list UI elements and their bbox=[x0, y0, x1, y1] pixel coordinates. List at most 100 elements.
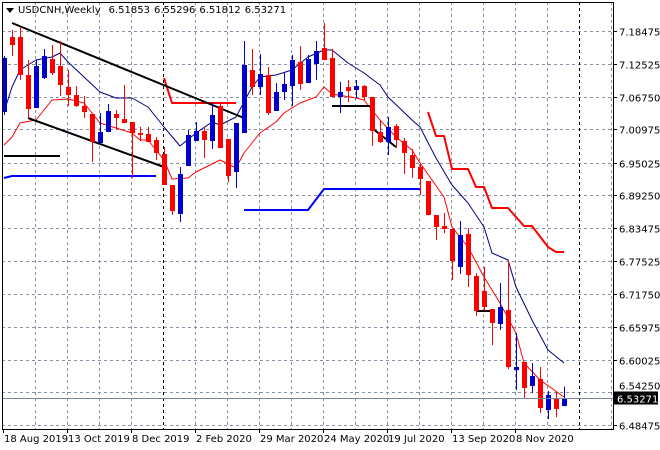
x-tick-label: 13 Oct 2019 bbox=[68, 434, 130, 445]
candle-body bbox=[338, 91, 343, 97]
candle-bull bbox=[282, 72, 287, 101]
candle-body bbox=[322, 48, 327, 61]
x-tick-label: 8 Dec 2019 bbox=[132, 434, 190, 445]
line-trendline_upper bbox=[11, 22, 245, 119]
candle-bear bbox=[402, 138, 407, 174]
candle-bull bbox=[258, 53, 263, 96]
candle-bull bbox=[274, 83, 279, 112]
candle-bear bbox=[506, 259, 511, 369]
candle-bear bbox=[82, 96, 87, 118]
y-tick-label: 7.06750 bbox=[619, 94, 660, 105]
candle-body bbox=[410, 155, 415, 169]
ohlc-close: 6.53271 bbox=[244, 5, 287, 16]
candle-bear bbox=[554, 391, 559, 417]
x-tick-label: 19 Jul 2020 bbox=[388, 434, 445, 445]
candle-bear bbox=[154, 137, 159, 161]
symbol-timeframe: USDCNH,Weekly bbox=[18, 5, 101, 16]
candle-body bbox=[450, 228, 455, 262]
candle-body bbox=[258, 74, 263, 88]
x-tick-label: 24 May 2020 bbox=[324, 434, 389, 445]
candle-bull bbox=[306, 55, 311, 84]
candle-bear bbox=[298, 46, 303, 91]
candle-bear bbox=[114, 109, 119, 131]
candle-bear bbox=[450, 228, 455, 280]
candle-bear bbox=[490, 309, 495, 345]
candle-bull bbox=[194, 121, 199, 142]
candle-body bbox=[402, 141, 407, 153]
candle-bear bbox=[90, 113, 95, 163]
y-tick-label: 7.00975 bbox=[619, 126, 660, 137]
candle-bull bbox=[42, 49, 47, 79]
candle-bear bbox=[538, 366, 543, 413]
line-trendline_short bbox=[371, 127, 397, 148]
y-tick-label: 6.48475 bbox=[619, 422, 660, 433]
candle-body bbox=[290, 60, 295, 87]
candle-body bbox=[546, 394, 551, 410]
candle-body bbox=[466, 233, 471, 276]
candle-body bbox=[50, 59, 55, 74]
candle-bear bbox=[162, 147, 167, 186]
candle-bull bbox=[314, 40, 319, 80]
candle-bear bbox=[442, 212, 447, 234]
candle-body bbox=[130, 121, 135, 134]
candle-body bbox=[346, 87, 351, 92]
candle-bear bbox=[202, 126, 207, 159]
candle-body bbox=[114, 113, 119, 118]
candle-body bbox=[522, 361, 527, 388]
candle-bear bbox=[218, 104, 223, 149]
candle-body bbox=[98, 132, 103, 144]
candle-body bbox=[226, 138, 231, 177]
candle-body bbox=[282, 83, 287, 92]
x-tick-label: 8 Nov 2020 bbox=[516, 434, 574, 445]
y-tick-label: 6.77525 bbox=[619, 258, 660, 269]
candle-body bbox=[162, 154, 167, 186]
candle-body bbox=[26, 74, 31, 109]
candle-bear bbox=[10, 30, 15, 57]
candle-bull bbox=[386, 117, 391, 156]
candle-bull bbox=[210, 103, 215, 150]
current-price-label: 6.53271 bbox=[617, 395, 658, 406]
candle-bull bbox=[242, 40, 247, 134]
candle-body bbox=[314, 51, 319, 65]
candle-body bbox=[42, 56, 47, 79]
candle-body bbox=[330, 57, 335, 97]
candle-body bbox=[378, 132, 383, 143]
y-tick-label: 7.12525 bbox=[619, 61, 660, 72]
candle-bear bbox=[250, 49, 255, 96]
candle-body bbox=[434, 215, 439, 228]
candle-bear bbox=[474, 273, 479, 317]
candle-bear bbox=[146, 126, 151, 143]
line-slow_ma bbox=[3, 49, 565, 364]
candle-body bbox=[482, 291, 487, 307]
candle-bear bbox=[418, 163, 423, 195]
candle-body bbox=[498, 306, 503, 324]
candle-bear bbox=[58, 40, 63, 97]
y-tick-label: 7.18475 bbox=[619, 28, 660, 39]
candle-body bbox=[442, 226, 447, 229]
candle-body bbox=[306, 59, 311, 84]
candle-body bbox=[538, 378, 543, 409]
ohlc-open: 6.51853 bbox=[108, 5, 150, 16]
candle-body bbox=[210, 115, 215, 142]
ohlc-high: 6.55296 bbox=[153, 5, 196, 16]
candle-bear bbox=[434, 215, 439, 241]
candle-bear bbox=[226, 138, 231, 182]
line-lower_stop_2 bbox=[244, 188, 420, 211]
x-tick-label: 18 Aug 2019 bbox=[4, 434, 68, 445]
candle-bear bbox=[74, 86, 79, 108]
candle-bull bbox=[354, 79, 359, 99]
candle-body bbox=[106, 111, 111, 133]
candle-bear bbox=[170, 185, 175, 216]
candle-body bbox=[170, 185, 175, 212]
candle-body bbox=[10, 36, 15, 45]
candle-body bbox=[514, 366, 519, 370]
candle-body bbox=[506, 309, 511, 367]
candle-body bbox=[194, 130, 199, 142]
x-tick-label: 29 Mar 2020 bbox=[260, 434, 323, 445]
candle-body bbox=[386, 126, 391, 143]
candle-bull bbox=[530, 363, 535, 394]
candle-body bbox=[34, 66, 39, 109]
triangle-down-icon[interactable] bbox=[6, 8, 14, 13]
y-tick-label: 6.54250 bbox=[619, 382, 660, 393]
